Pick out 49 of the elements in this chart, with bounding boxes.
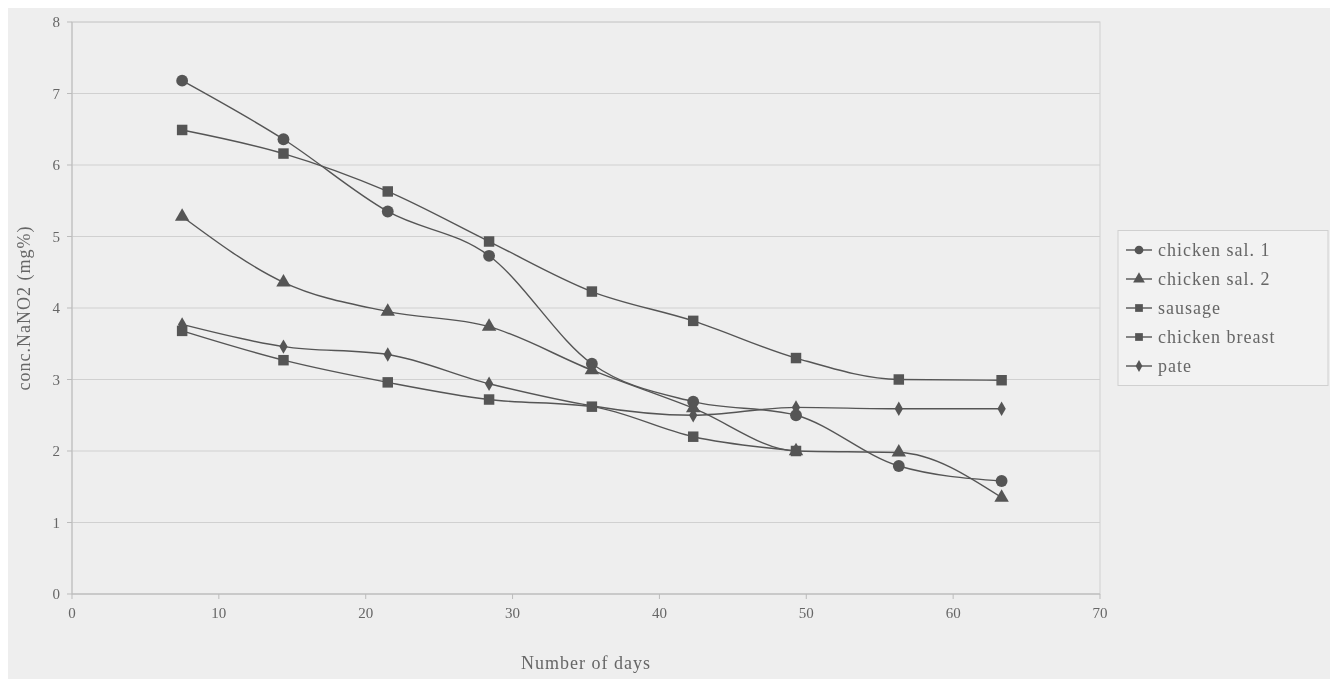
- point: [276, 273, 291, 287]
- y-tick-label: 4: [52, 300, 61, 317]
- x-axis-title: Number of days: [521, 653, 651, 673]
- legend-label: sausage: [1158, 298, 1221, 319]
- point: [382, 186, 393, 197]
- point: [687, 315, 699, 327]
- point: [891, 444, 907, 457]
- point: [278, 148, 289, 159]
- x-tick-label: 0: [68, 605, 76, 621]
- x-tick-label: 40: [651, 605, 667, 621]
- point: [790, 352, 802, 364]
- legend-label: chicken sal. 2: [1158, 269, 1271, 290]
- point: [176, 74, 189, 87]
- point: [278, 354, 289, 366]
- point: [381, 205, 394, 218]
- point: [483, 394, 495, 405]
- point: [687, 431, 699, 442]
- point: [174, 208, 190, 221]
- x-tick-label: 20: [358, 605, 374, 621]
- y-tick-label: 0: [52, 586, 60, 603]
- y-tick-label: 6: [52, 157, 61, 174]
- x-tick-label: 70: [1092, 605, 1108, 621]
- point: [893, 374, 905, 385]
- legend-label: chicken sal. 1: [1158, 240, 1271, 261]
- x-tick-label: 60: [945, 605, 961, 621]
- y-tick-label: 7: [52, 85, 61, 102]
- point: [892, 460, 905, 472]
- point: [996, 374, 1007, 386]
- point: [382, 377, 393, 388]
- point: [994, 489, 1009, 502]
- y-axis-title: conc.NaNO2 (mg%): [14, 225, 35, 391]
- point: [481, 318, 497, 331]
- x-tick-label: 50: [798, 605, 814, 621]
- point: [277, 133, 290, 146]
- legend-label: chicken breast: [1158, 327, 1276, 348]
- point: [483, 236, 495, 247]
- y-tick-label: 8: [52, 14, 60, 31]
- y-tick-label: 3: [52, 371, 60, 388]
- y-tick-label: 2: [52, 443, 60, 460]
- y-tick-label: 1: [52, 514, 60, 531]
- point: [995, 475, 1008, 487]
- legend-label: pate: [1158, 356, 1192, 377]
- x-tick-label: 10: [211, 605, 227, 621]
- point: [380, 303, 395, 316]
- y-tick-label: 5: [52, 228, 60, 245]
- x-tick-label: 30: [505, 605, 521, 621]
- point: [586, 286, 598, 297]
- point: [483, 249, 495, 262]
- point: [176, 124, 188, 136]
